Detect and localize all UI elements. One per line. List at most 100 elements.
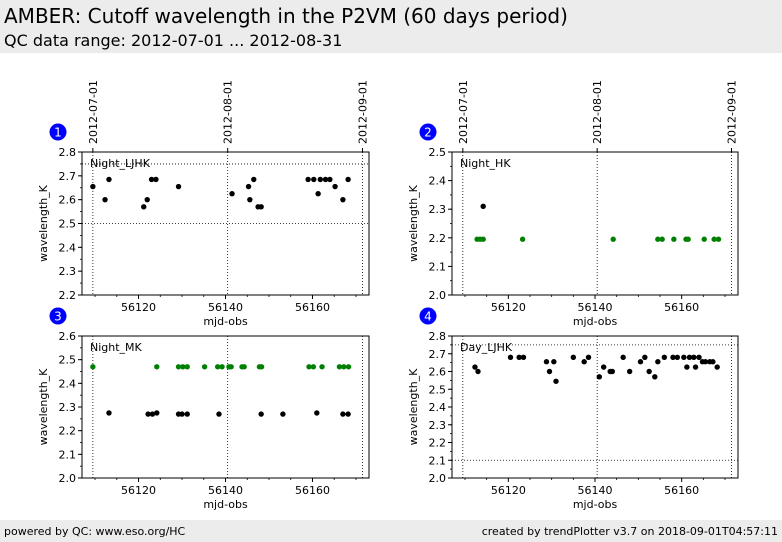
data-point [341, 364, 347, 370]
x-tick-label: 56120 [491, 484, 526, 497]
y-tick-label: 2.6 [59, 194, 77, 207]
data-point [585, 354, 592, 360]
data-point [280, 411, 286, 417]
data-point [345, 411, 351, 417]
data-point [184, 364, 190, 370]
date-marker-label: 2012-07-01 [457, 80, 470, 144]
y-tick-label: 2.7 [59, 170, 77, 183]
data-point [609, 368, 616, 375]
y-tick-label: 2.4 [59, 241, 77, 254]
data-point [637, 359, 644, 365]
x-tick-label: 56160 [295, 484, 330, 497]
y-tick-label: 2.2 [59, 289, 77, 302]
data-point [520, 354, 527, 360]
panel-badge-number: 2 [424, 126, 432, 140]
data-point [691, 354, 697, 360]
data-point [543, 359, 550, 365]
data-point [305, 176, 311, 183]
data-point [620, 354, 626, 360]
panel-badge-number: 1 [54, 126, 62, 140]
data-point [258, 411, 264, 417]
data-point [90, 183, 96, 190]
data-point [570, 354, 577, 360]
y-tick-label: 2.5 [59, 218, 77, 231]
y-tick-label: 2.1 [59, 448, 77, 461]
data-point [340, 196, 346, 203]
y-tick-label: 2.0 [59, 472, 77, 485]
data-point [684, 364, 690, 370]
data-point [154, 410, 160, 416]
page-title: AMBER: Cutoff wavelength in the P2VM (60… [4, 4, 568, 28]
x-axis-label: mjd-obs [203, 315, 248, 328]
data-point [340, 411, 346, 417]
data-point [229, 191, 235, 197]
date-marker-label: 2012-07-01 [87, 80, 100, 144]
data-point [472, 364, 478, 370]
y-tick-label: 2.8 [59, 146, 77, 159]
y-tick-label: 2.2 [429, 232, 447, 245]
y-axis-label: wavelength_K [37, 368, 50, 446]
y-axis-label: wavelength_K [37, 184, 50, 262]
data-point [685, 236, 691, 242]
data-point [216, 411, 222, 417]
page-footer: powered by QC: www.eso.org/HC created by… [0, 520, 782, 542]
panel-label: Night_HK [460, 157, 511, 170]
x-axis-label: mjd-obs [203, 498, 248, 511]
data-point [149, 411, 156, 417]
data-point [317, 176, 323, 183]
y-axis-label: wavelength_K [407, 184, 420, 262]
data-point [655, 359, 661, 365]
data-point [175, 364, 182, 370]
footer-generator: created by trendPlotter v3.7 on 2018-09-… [481, 525, 778, 538]
x-tick-label: 56160 [664, 484, 699, 497]
data-point [106, 176, 112, 183]
data-point [671, 236, 677, 242]
data-point [715, 236, 722, 242]
x-tick-label: 56140 [208, 484, 243, 497]
panel-badge [419, 307, 437, 325]
data-point [659, 236, 665, 242]
data-point [228, 364, 234, 370]
x-tick-label: 56120 [491, 301, 526, 314]
panel-badge-number: 4 [424, 310, 432, 324]
x-axis-label: mjd-obs [573, 315, 618, 328]
date-marker-label: 2012-09-01 [356, 80, 369, 144]
data-point [306, 364, 312, 370]
data-point [314, 410, 320, 416]
y-tick-label: 2.4 [429, 401, 447, 414]
y-tick-label: 2.6 [429, 366, 447, 379]
data-point [553, 378, 559, 384]
data-point [507, 354, 514, 360]
data-point [241, 364, 247, 370]
y-tick-label: 2.4 [429, 175, 447, 188]
y-tick-label: 2.0 [429, 472, 447, 485]
data-point [315, 191, 321, 197]
data-point [332, 183, 338, 190]
data-point [345, 176, 351, 183]
x-tick-label: 56160 [664, 301, 699, 314]
y-tick-label: 2.5 [429, 146, 447, 159]
y-tick-label: 2.4 [59, 377, 77, 390]
panel-label: Night_MK [90, 341, 143, 354]
data-point [319, 364, 325, 370]
data-point [345, 364, 352, 370]
data-point [701, 236, 707, 242]
chart-panel-2: 2012-07-01 2012-08-01 2012-09-01 2.0 2.1 2.2 2… [407, 80, 739, 328]
data-point [600, 364, 607, 370]
data-point [610, 236, 616, 242]
y-tick-label: 2.3 [59, 401, 77, 414]
date-marker-label: 2012-09-01 [726, 80, 739, 144]
panel-label: Day_LJHK [460, 341, 513, 354]
data-point [201, 364, 208, 370]
y-tick-label: 2.3 [429, 419, 447, 432]
data-point [327, 176, 333, 183]
data-point [546, 368, 553, 375]
data-point [90, 364, 96, 370]
date-marker-label: 2012-08-01 [222, 80, 235, 144]
x-tick-label: 56120 [121, 301, 156, 314]
y-tick-label: 2.8 [429, 330, 447, 343]
data-point [310, 364, 317, 370]
data-point [154, 364, 160, 370]
data-point [184, 411, 190, 417]
data-point [219, 364, 225, 370]
